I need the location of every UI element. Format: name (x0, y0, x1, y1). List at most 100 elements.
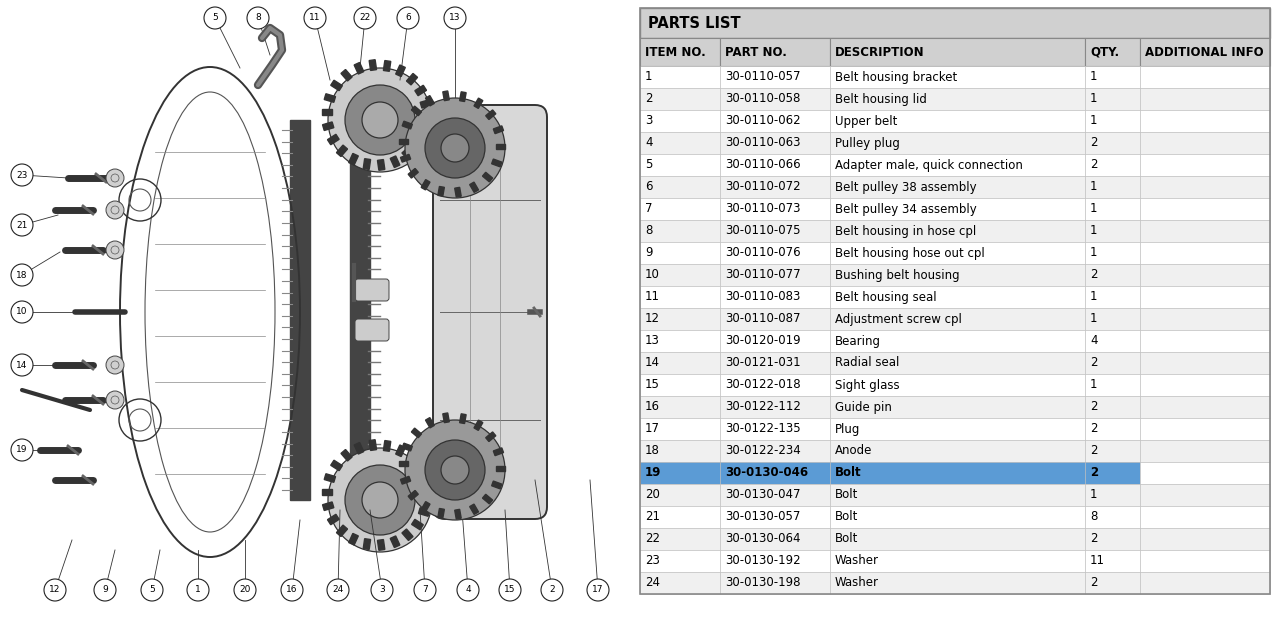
Bar (340, 449, 352, 461)
Text: 5: 5 (645, 159, 653, 171)
Bar (719, 352, 829, 374)
Circle shape (371, 579, 393, 601)
Text: 8: 8 (255, 14, 261, 22)
Text: 7: 7 (422, 586, 428, 594)
Bar (640, 396, 719, 418)
Bar (1140, 198, 1270, 220)
Circle shape (106, 356, 124, 374)
Text: Anode: Anode (835, 444, 873, 458)
Circle shape (12, 264, 33, 286)
Text: 7: 7 (645, 202, 653, 216)
Bar (829, 88, 1085, 110)
Text: 2: 2 (1091, 269, 1097, 281)
Bar (1140, 462, 1270, 484)
Bar (402, 529, 413, 541)
Bar (719, 440, 829, 462)
Bar (1085, 440, 1140, 462)
Bar (474, 98, 483, 108)
Bar (399, 461, 408, 466)
Bar (719, 198, 829, 220)
Ellipse shape (404, 420, 506, 520)
Text: 1: 1 (1091, 379, 1097, 391)
Bar (640, 484, 719, 506)
Bar (640, 242, 719, 264)
Bar (485, 110, 495, 119)
Text: 1: 1 (1091, 489, 1097, 501)
Bar (1140, 418, 1270, 440)
Text: 2: 2 (1091, 422, 1097, 436)
Text: 12: 12 (50, 586, 60, 594)
Bar (415, 85, 426, 96)
Text: 6: 6 (406, 14, 411, 22)
Text: 18: 18 (17, 271, 28, 279)
Text: Guide pin: Guide pin (835, 401, 892, 414)
Circle shape (93, 579, 116, 601)
Circle shape (106, 201, 124, 219)
Bar (497, 466, 506, 471)
Ellipse shape (362, 102, 398, 138)
Bar (355, 442, 364, 454)
Bar (640, 8, 1270, 38)
Bar (640, 198, 719, 220)
Text: Belt pulley 34 assembly: Belt pulley 34 assembly (835, 202, 977, 216)
Bar (420, 479, 431, 488)
Bar (1085, 88, 1140, 110)
Bar (384, 61, 390, 71)
Bar (719, 242, 829, 264)
Text: 15: 15 (504, 586, 516, 594)
Bar (640, 308, 719, 330)
Circle shape (355, 7, 376, 29)
Bar (829, 308, 1085, 330)
Bar (460, 414, 466, 424)
Text: 30-0130-198: 30-0130-198 (724, 576, 800, 589)
Text: 10: 10 (645, 269, 660, 281)
Bar (719, 88, 829, 110)
Text: 2: 2 (645, 92, 653, 106)
Circle shape (187, 579, 209, 601)
Bar (640, 132, 719, 154)
Circle shape (204, 7, 227, 29)
FancyBboxPatch shape (355, 279, 389, 301)
Bar (719, 418, 829, 440)
Bar (829, 550, 1085, 572)
Bar (719, 462, 829, 484)
Bar (324, 474, 335, 482)
Text: 30-0122-234: 30-0122-234 (724, 444, 801, 458)
Ellipse shape (328, 448, 433, 552)
Bar (337, 525, 348, 537)
Bar (719, 484, 829, 506)
Text: 13: 13 (449, 14, 461, 22)
Text: 10: 10 (17, 308, 28, 316)
Bar (719, 38, 829, 66)
Bar (640, 264, 719, 286)
Text: 8: 8 (1091, 511, 1097, 524)
Bar (323, 109, 332, 115)
Text: 30-0130-057: 30-0130-057 (724, 511, 800, 524)
Bar (640, 66, 719, 88)
Text: Bolt: Bolt (835, 511, 859, 524)
Bar (1085, 154, 1140, 176)
Text: 20: 20 (645, 489, 660, 501)
Text: 6: 6 (645, 181, 653, 194)
Text: Bearing: Bearing (835, 334, 881, 348)
Text: Bushing belt housing: Bushing belt housing (835, 269, 960, 281)
Text: 30-0110-072: 30-0110-072 (724, 181, 800, 194)
Bar (719, 66, 829, 88)
Text: 17: 17 (645, 422, 660, 436)
Bar (1085, 506, 1140, 528)
Bar (640, 528, 719, 550)
Bar (719, 176, 829, 198)
Bar (369, 60, 376, 71)
Text: 30-0110-057: 30-0110-057 (724, 71, 800, 84)
Bar (719, 286, 829, 308)
Text: 1: 1 (1091, 202, 1097, 216)
Bar (419, 127, 430, 136)
Bar (829, 286, 1085, 308)
Text: Belt housing bracket: Belt housing bracket (835, 71, 957, 84)
Bar (1140, 154, 1270, 176)
Bar (640, 374, 719, 396)
Bar (1085, 330, 1140, 352)
Text: 3: 3 (379, 586, 385, 594)
Bar (640, 352, 719, 374)
Text: 4: 4 (645, 136, 653, 149)
